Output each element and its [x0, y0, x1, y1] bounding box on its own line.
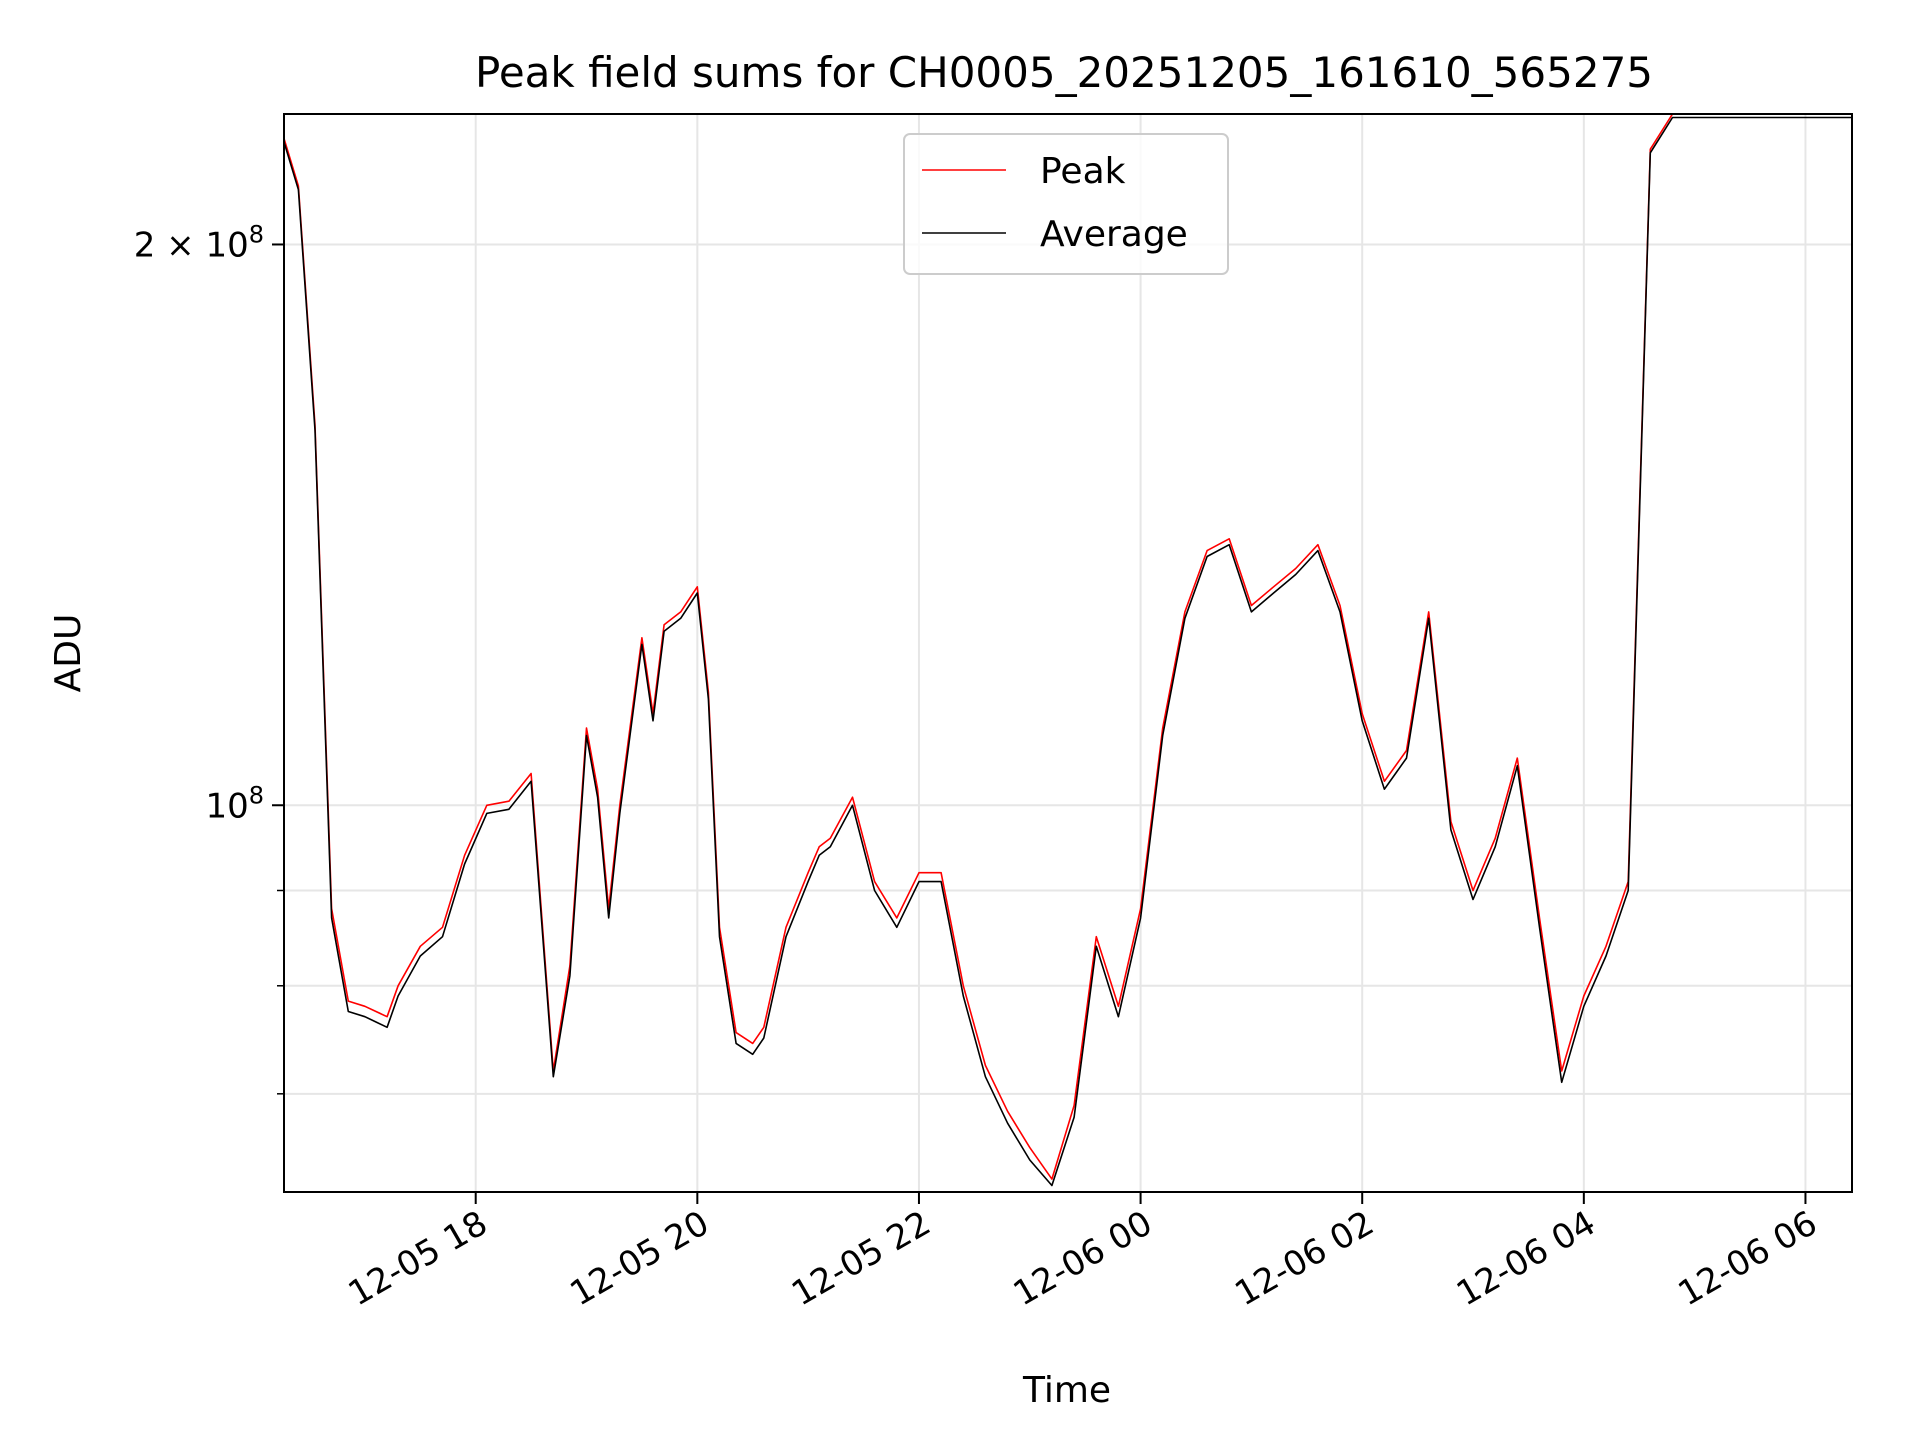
series-line-peak — [284, 114, 1852, 1180]
legend-label-average: Average — [1040, 214, 1188, 255]
plot-frame — [283, 113, 1853, 1193]
x-axis-label: Time — [1022, 1370, 1111, 1411]
legend-frame — [903, 133, 1229, 275]
legend-label-peak: Peak — [1040, 151, 1126, 192]
series-line-average — [284, 116, 1852, 1187]
series-layer — [284, 114, 1852, 1187]
grid-layer — [284, 114, 1852, 1192]
y-tick-label: 2 × 108 — [134, 220, 264, 265]
chart-title: Peak field sums for CH0005_20251205_1616… — [475, 48, 1653, 97]
y-axis-label: ADU — [48, 614, 89, 693]
legend: Peak Average — [903, 133, 1229, 275]
y-tick-label: 108 — [205, 781, 264, 826]
